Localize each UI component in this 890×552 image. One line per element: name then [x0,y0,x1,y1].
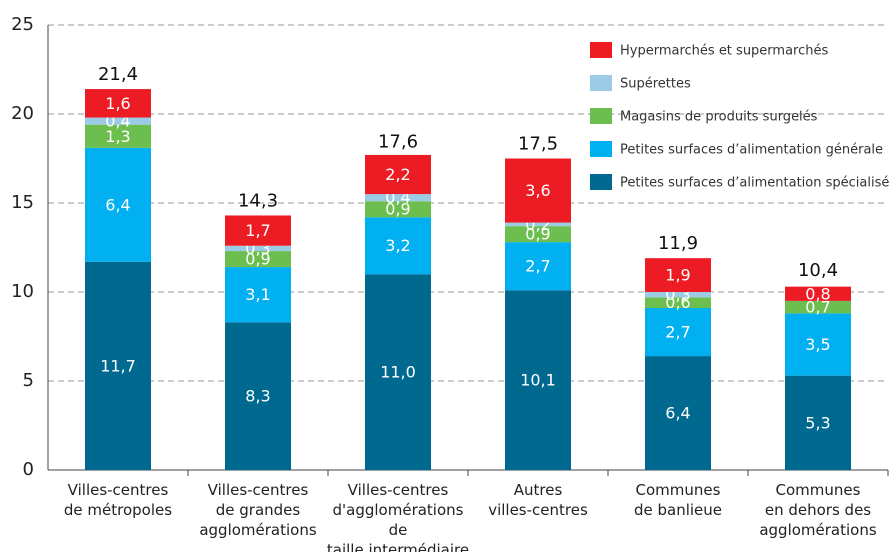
data-label: 11,0 [380,363,416,382]
x-tick-label: Villes-centres d'agglomérations de taill… [326,481,470,552]
y-tick-label: 5 [23,370,34,391]
bar-segment [225,245,291,252]
data-label: 3,1 [245,285,270,304]
bar-segment [645,297,711,309]
data-label: 3,2 [385,236,410,255]
data-label: 5,3 [805,413,830,432]
data-label: 1,9 [665,266,690,285]
data-label: 0,6 [665,293,690,312]
legend-swatch [590,141,612,157]
bar-segment [785,313,851,376]
bar-segment [645,258,711,292]
bar-segment [85,261,151,470]
x-tick-label: Villes-centres de métropoles [63,481,173,519]
data-label: 10,1 [520,371,556,390]
bar-segment [85,124,151,148]
bar-segment [505,158,571,223]
bar-segment [505,242,571,291]
y-tick-label: 25 [11,14,34,35]
data-label: 0,9 [525,225,550,244]
total-label: 17,6 [378,132,418,153]
bar-segment [365,201,431,218]
bar-segment [785,375,851,470]
legend-label: Supérettes [620,77,691,92]
y-tick-label: 15 [11,192,34,213]
data-label: 0,7 [805,298,830,317]
data-label: 1,7 [245,221,270,240]
y-tick-label: 20 [11,103,34,124]
data-label: 2,7 [525,257,550,276]
y-tick-label: 0 [23,459,34,480]
legend-swatch [590,174,612,190]
data-label: 2,2 [385,165,410,184]
data-label: 11,7 [100,356,136,375]
x-tick-label: Autres villes-centres [488,481,588,519]
data-label: 2,7 [665,323,690,342]
bar-segment [505,290,571,470]
bar-segment [225,267,291,323]
bar-segment [365,154,431,195]
bar-segment [785,300,851,314]
legend-label: Magasins de produits surgelés [620,110,818,125]
data-label: 6,4 [105,195,130,214]
bar-segment [225,215,291,246]
bar-segment [85,89,151,118]
total-label: 14,3 [238,190,278,211]
x-tick-label: Villes-centres de grandes agglomérations [199,481,317,539]
bar-segment [505,226,571,243]
legend-label: Hypermarchés et supermarchés [620,44,828,59]
bar-segment [645,292,711,298]
bar-segment [225,251,291,268]
bar-segment [225,322,291,470]
data-label: 0,9 [385,200,410,219]
data-label: 3,5 [805,335,830,354]
bar-segment [365,194,431,202]
legend-swatch [590,75,612,91]
data-label: 6,4 [665,404,690,423]
bar-segment [785,286,851,301]
bar-segment [85,117,151,125]
total-label: 10,4 [798,260,838,281]
data-label: 3,6 [525,181,550,200]
total-label: 17,5 [518,134,558,155]
bar-segment [645,356,711,470]
data-label: 1,3 [105,127,130,146]
legend-swatch [590,108,612,124]
y-tick-label: 10 [11,281,34,302]
bar-segment [85,147,151,262]
legend-label: Petites surfaces d’alimentation générale [620,143,883,158]
legend-label: Petites surfaces d’alimentation spéciali… [620,176,890,191]
data-label: 0,9 [245,250,270,269]
bar-segment [645,308,711,357]
data-label: 8,3 [245,387,270,406]
data-label: 1,6 [105,94,130,113]
bar-segment [365,217,431,275]
total-label: 21,4 [98,64,138,85]
legend-swatch [590,42,612,58]
data-label: 0,8 [805,284,830,303]
total-label: 11,9 [658,233,698,254]
bar-segment [365,274,431,470]
x-tick-label: Communes de banlieue [633,481,723,519]
x-tick-label: Communes en dehors des agglomérations [759,481,877,539]
bar-segment [505,222,571,227]
